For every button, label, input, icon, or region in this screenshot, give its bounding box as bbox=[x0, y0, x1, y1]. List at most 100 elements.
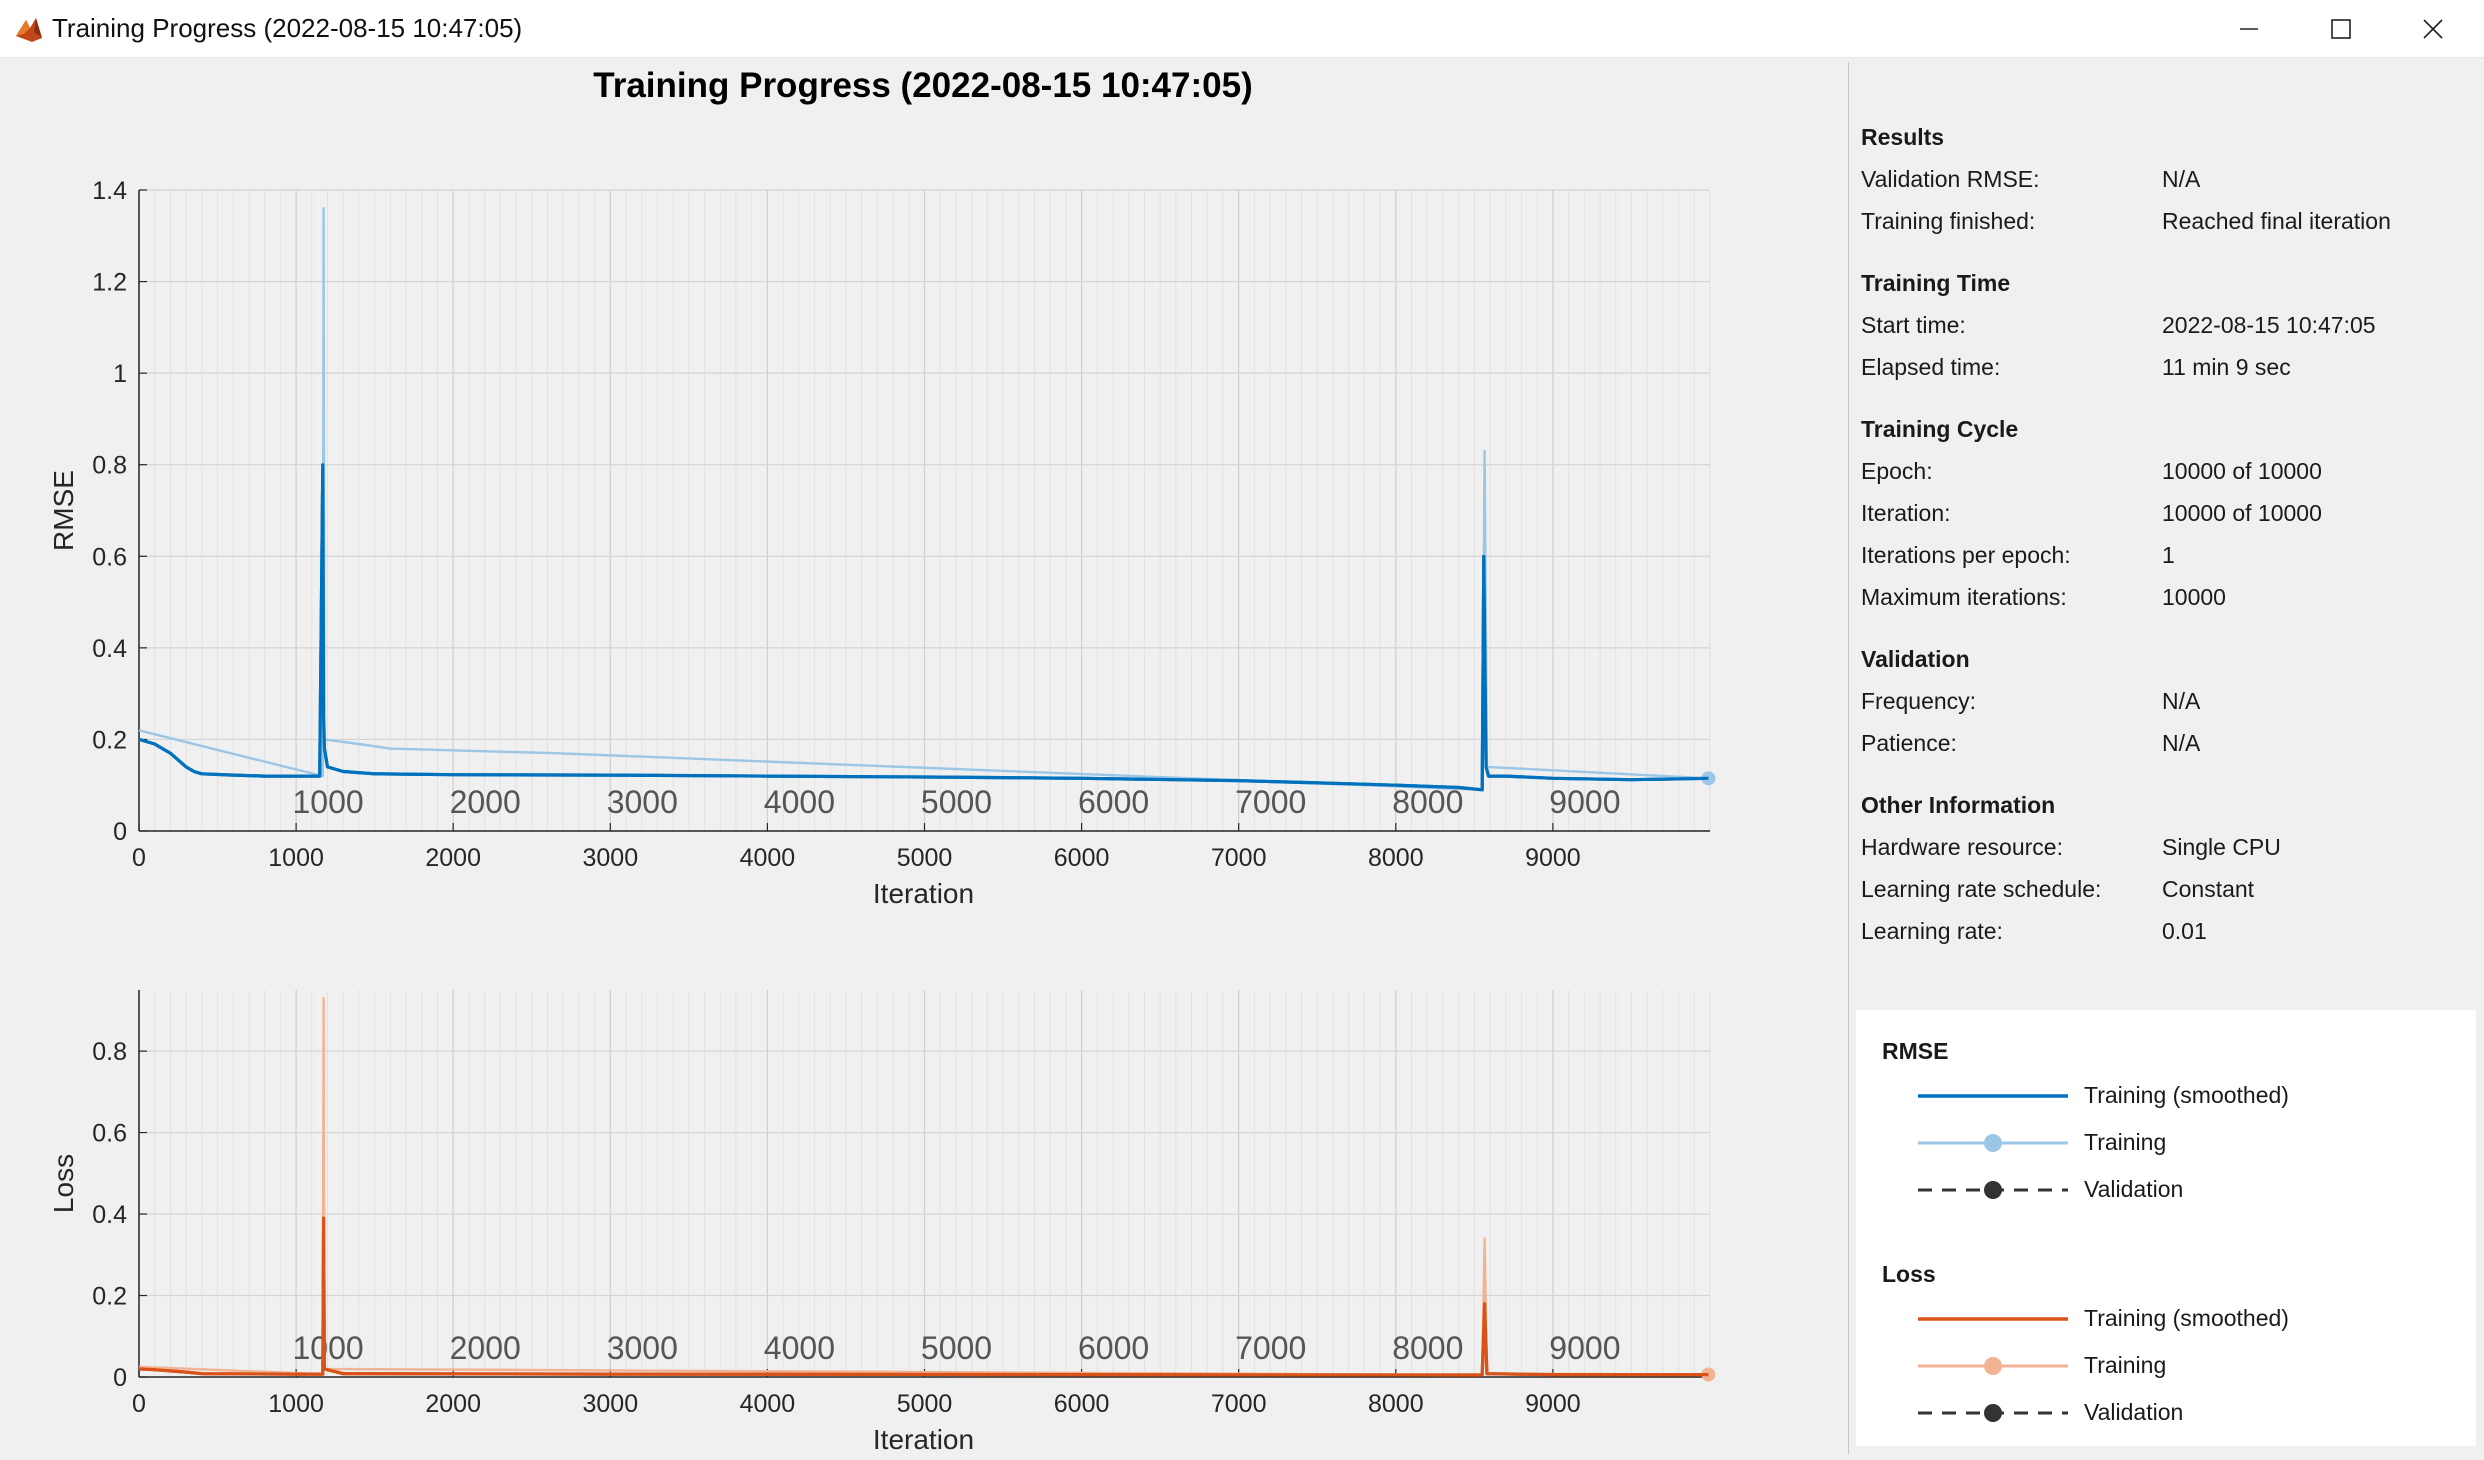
loss-x-axis-label: Iteration bbox=[873, 1424, 974, 1455]
info-value: N/A bbox=[2162, 730, 2201, 756]
info-value: 11 min 9 sec bbox=[2162, 354, 2291, 380]
info-label: Learning rate: bbox=[1861, 918, 2003, 944]
legend-swatch bbox=[1918, 1181, 2068, 1199]
legend-group-heading: Loss bbox=[1882, 1261, 1936, 1287]
info-label: Elapsed time: bbox=[1861, 354, 2001, 380]
info-label: Training finished: bbox=[1861, 208, 2036, 234]
legend-swatch bbox=[1918, 1357, 2068, 1375]
loss-x-tick-label: 9000 bbox=[1525, 1390, 1581, 1418]
section-heading: Training Time bbox=[1861, 270, 2011, 296]
info-value: N/A bbox=[2162, 166, 2201, 192]
legend-dot bbox=[1984, 1357, 2002, 1375]
rmse-x-tick-label: 0 bbox=[132, 844, 146, 872]
legend-swatch bbox=[1918, 1134, 2068, 1152]
legend-dot bbox=[1984, 1404, 2002, 1422]
info-label: Iterations per epoch: bbox=[1861, 542, 2071, 568]
info-label: Learning rate schedule: bbox=[1861, 876, 2102, 902]
rmse-y-tick-label: 0.6 bbox=[92, 543, 127, 571]
legend-swatch bbox=[1918, 1094, 2068, 1098]
section-heading: Validation bbox=[1861, 646, 1970, 672]
rmse-training-end-marker bbox=[1701, 771, 1716, 786]
loss-x-tick-label: 4000 bbox=[740, 1390, 796, 1418]
legend-label: Validation bbox=[2084, 1176, 2184, 1202]
close-button[interactable] bbox=[2388, 0, 2478, 57]
info-value: 10000 of 10000 bbox=[2162, 500, 2322, 526]
rmse-y-tick-label: 0.8 bbox=[92, 452, 127, 480]
loss-y-tick-label: 0.2 bbox=[92, 1283, 127, 1311]
loss-y-tick-label: 0.8 bbox=[92, 1038, 127, 1066]
window-title: Training Progress (2022-08-15 10:47:05) bbox=[52, 13, 523, 43]
rmse-y-tick-label: 0.4 bbox=[92, 635, 127, 663]
loss-epoch-label: 7000 bbox=[1235, 1330, 1306, 1366]
info-label: Frequency: bbox=[1861, 688, 1977, 714]
loss-epoch-label: 3000 bbox=[607, 1330, 678, 1366]
info-label: Maximum iterations: bbox=[1861, 584, 2067, 610]
loss-training-end-marker bbox=[1701, 1367, 1716, 1382]
loss-epoch-label: 8000 bbox=[1392, 1330, 1463, 1366]
section-heading: Results bbox=[1861, 124, 1945, 150]
info-label: Validation RMSE: bbox=[1861, 166, 2040, 192]
rmse-epoch-label: 9000 bbox=[1549, 784, 1620, 820]
training-plots: 0 1000 2000 3000 4000 5000 6000 7000 8000 9000 0 0.… bbox=[48, 177, 1716, 1455]
loss-x-tick-label: 1000 bbox=[268, 1390, 324, 1418]
minimize-button[interactable] bbox=[2204, 0, 2294, 57]
legend-label: Training (smoothed) bbox=[2084, 1305, 2289, 1331]
rmse-y-tick-label: 1 bbox=[113, 360, 127, 388]
loss-x-tick-label: 8000 bbox=[1368, 1390, 1424, 1418]
loss-y-tick-label: 0 bbox=[113, 1364, 127, 1392]
rmse-x-tick-label: 9000 bbox=[1525, 844, 1581, 872]
loss-x-tick-label: 5000 bbox=[897, 1390, 953, 1418]
rmse-epoch-label: 3000 bbox=[607, 784, 678, 820]
loss-training-smoothed-line-top bbox=[138, 1216, 1709, 1377]
loss-chart: 0 1000 2000 3000 4000 5000 6000 7000 8000 9000 0 0.… bbox=[48, 990, 1716, 1455]
loss-x-tick-label: 2000 bbox=[425, 1390, 481, 1418]
loss-y-tick-label: 0.4 bbox=[92, 1201, 127, 1229]
info-label: Epoch: bbox=[1861, 458, 1933, 484]
window-titlebar: Training Progress (2022-08-15 10:47:05) bbox=[0, 0, 2484, 58]
maximize-button[interactable] bbox=[2296, 0, 2386, 57]
info-label: Hardware resource: bbox=[1861, 834, 2063, 860]
info-value: Single CPU bbox=[2162, 834, 2281, 860]
maximize-icon bbox=[2331, 18, 2351, 39]
figure-title: Training Progress (2022-08-15 10:47:05) bbox=[593, 66, 1253, 105]
rmse-y-tick-label: 0.2 bbox=[92, 726, 127, 754]
legend-swatch bbox=[1918, 1404, 2068, 1422]
legend-dot bbox=[1984, 1181, 2002, 1199]
loss-x-tick-label: 0 bbox=[132, 1390, 146, 1418]
rmse-x-tick-label: 1000 bbox=[268, 844, 324, 872]
rmse-y-tick-label: 1.2 bbox=[92, 269, 127, 297]
loss-x-tick-label: 6000 bbox=[1054, 1390, 1110, 1418]
rmse-x-tick-label: 7000 bbox=[1211, 844, 1267, 872]
legend-label: Training bbox=[2084, 1352, 2167, 1378]
loss-epoch-label: 9000 bbox=[1549, 1330, 1620, 1366]
minimize-icon bbox=[2240, 27, 2258, 30]
rmse-x-tick-label: 3000 bbox=[582, 844, 638, 872]
rmse-epoch-label: 8000 bbox=[1392, 784, 1463, 820]
info-label: Iteration: bbox=[1861, 500, 1951, 526]
loss-epoch-label: 4000 bbox=[764, 1330, 835, 1366]
legend-group-heading: RMSE bbox=[1882, 1038, 1949, 1064]
info-value: Reached final iteration bbox=[2162, 208, 2391, 234]
legend-dot bbox=[1984, 1134, 2002, 1152]
loss-epoch-label: 2000 bbox=[450, 1330, 521, 1366]
info-value: 10000 of 10000 bbox=[2162, 458, 2322, 484]
rmse-x-tick-label: 5000 bbox=[897, 844, 953, 872]
rmse-epoch-label: 4000 bbox=[764, 784, 835, 820]
matlab-icon bbox=[16, 18, 42, 42]
loss-x-tick-label: 3000 bbox=[582, 1390, 638, 1418]
rmse-epoch-label: 2000 bbox=[450, 784, 521, 820]
info-value: 10000 bbox=[2162, 584, 2226, 610]
rmse-y-tick-label: 1.4 bbox=[92, 177, 127, 205]
rmse-x-tick-label: 8000 bbox=[1368, 844, 1424, 872]
rmse-y-axis-label: RMSE bbox=[48, 470, 79, 551]
loss-y-axis-label: Loss bbox=[48, 1154, 79, 1213]
info-value: Constant bbox=[2162, 876, 2255, 902]
legend-swatch bbox=[1918, 1317, 2068, 1321]
legend-panel bbox=[1856, 1010, 2476, 1446]
loss-epoch-label: 1000 bbox=[293, 1330, 364, 1366]
rmse-epoch-label: 6000 bbox=[1078, 784, 1149, 820]
rmse-epoch-label: 1000 bbox=[293, 784, 364, 820]
legend-label: Training (smoothed) bbox=[2084, 1082, 2289, 1108]
info-value: 1 bbox=[2162, 542, 2175, 568]
info-value: N/A bbox=[2162, 688, 2201, 714]
